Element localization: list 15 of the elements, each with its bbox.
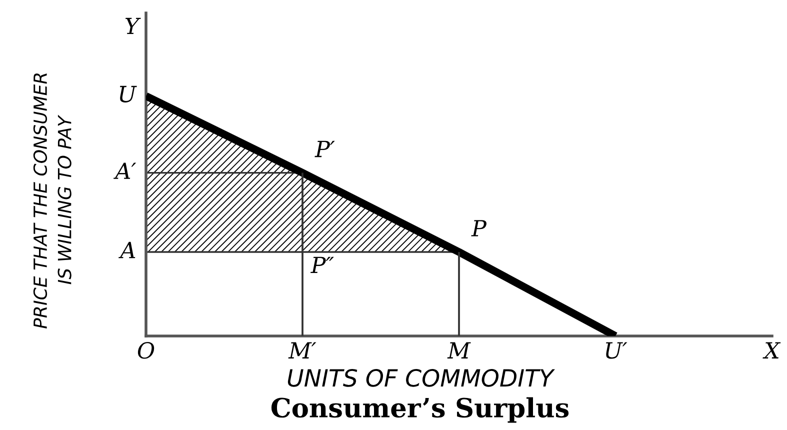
annotation: P′ [314,140,335,158]
x-tick-label: M [447,342,471,358]
annotation: P″ [310,256,334,274]
x-axis-title: UNITS OF COMMODITY [288,368,555,387]
annotation: A [118,242,136,258]
x-tick-label: U′ [606,342,628,359]
x-tick-label: M′ [288,342,316,358]
x-tick-label: X [762,342,781,358]
annotation: P [471,220,486,236]
annotation: U [120,86,137,102]
annotation: A′ [113,162,136,179]
text: Y [125,18,141,34]
y-axis-title: PRICE THAT THE CONSUMER IS WILLING TO PAY [33,73,72,328]
text: Consumer’s Surplus [271,397,569,423]
x-tick-label: O [138,342,154,359]
